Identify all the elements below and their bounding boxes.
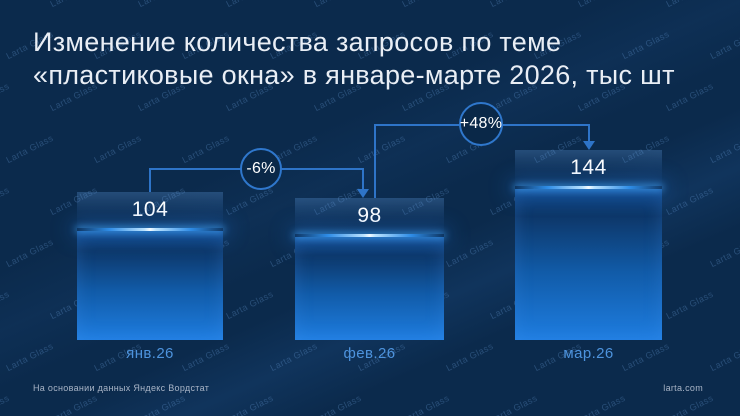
watermark-text: Larta Glass	[401, 0, 451, 9]
connector-riser-feb	[374, 124, 376, 198]
watermark-text: Larta Glass	[576, 392, 627, 416]
watermark-text: Larta Glass	[180, 132, 231, 166]
watermark-text: Larta Glass	[664, 184, 715, 218]
watermark-text: Larta Glass	[356, 132, 407, 166]
change-badge-label: -6%	[246, 160, 276, 177]
change-badge-feb-mar: +48%	[459, 102, 503, 146]
watermark-text: Larta Glass	[488, 392, 539, 416]
watermark-text: Larta Glass	[0, 80, 11, 113]
bar-value-zone: 104	[77, 192, 223, 228]
watermark-text: Larta Glass	[137, 0, 187, 9]
connector-arrow-line-mar	[588, 124, 590, 141]
watermark-text: Larta Glass	[48, 392, 99, 416]
bar-value-zone: 144	[515, 150, 662, 186]
watermark-text: Larta Glass	[224, 184, 275, 218]
page-title: Изменение количества запросов по теме «п…	[33, 26, 723, 92]
watermark-text: Larta Glass	[4, 340, 55, 374]
title-line-2: «пластиковые окна» в январе-марте 2026, …	[33, 60, 675, 90]
bar-value-label: 104	[131, 198, 169, 221]
connector-arrow-line-feb	[362, 168, 364, 189]
watermark-text: Larta Glass	[4, 132, 55, 166]
bar-value-zone: 98	[295, 198, 444, 234]
data-source-note: На основании данных Яндекс Вордстат	[33, 383, 210, 393]
watermark-text: Larta Glass	[444, 236, 495, 270]
watermark-text: Larta Glass	[92, 132, 143, 166]
watermark-text: Larta Glass	[136, 392, 187, 416]
watermark-text: Larta Glass	[225, 0, 275, 9]
website-label: larta.com	[663, 383, 703, 393]
watermark-text: Larta Glass	[0, 0, 11, 9]
watermark-text: Larta Glass	[0, 392, 11, 416]
category-label-feb: фев.26	[343, 345, 396, 362]
watermark-text: Larta Glass	[444, 340, 495, 374]
bar-body	[295, 237, 444, 340]
watermark-text: Larta Glass	[400, 392, 451, 416]
watermark-text: Larta Glass	[664, 392, 715, 416]
watermark-text: Larta Glass	[4, 236, 55, 270]
watermark-text: Larta Glass	[224, 392, 275, 416]
watermark-text: Larta Glass	[577, 0, 627, 9]
bar-glow-line	[515, 186, 662, 189]
watermark-text: Larta Glass	[49, 0, 99, 9]
watermark-text: Larta Glass	[0, 288, 11, 321]
watermark-text: Larta Glass	[664, 288, 715, 322]
watermark-text: Larta Glass	[0, 184, 11, 217]
bar-mar: 144	[515, 150, 662, 340]
watermark-text: Larta Glass	[312, 392, 363, 416]
watermark-text: Larta Glass	[708, 132, 740, 166]
watermark-text: Larta Glass	[489, 0, 539, 9]
change-badge-label: +48%	[459, 115, 503, 132]
bar-jan: 104	[77, 192, 223, 340]
watermark-text: Larta Glass	[708, 340, 740, 374]
watermark-text: Larta Glass	[665, 0, 715, 9]
watermark-text: Larta Glass	[224, 288, 275, 322]
title-line-1: Изменение количества запросов по теме	[33, 27, 562, 57]
change-badge-jan-feb: -6%	[240, 148, 282, 190]
watermark-text: Larta Glass	[708, 236, 740, 270]
bar-glow-line	[295, 234, 444, 237]
bar-value-label: 144	[570, 156, 607, 179]
bar-glow-line	[77, 228, 223, 231]
connector-riser-jan	[149, 168, 151, 192]
category-label-mar: мар.26	[563, 345, 614, 362]
arrow-down-icon	[357, 189, 369, 198]
bar-body	[77, 231, 223, 340]
category-label-jan: янв.26	[126, 345, 174, 362]
bar-feb: 98	[295, 198, 444, 340]
watermark-text: Larta Glass	[313, 0, 363, 9]
arrow-down-icon	[583, 141, 595, 150]
bar-body	[515, 189, 662, 340]
bar-value-label: 98	[357, 204, 382, 227]
